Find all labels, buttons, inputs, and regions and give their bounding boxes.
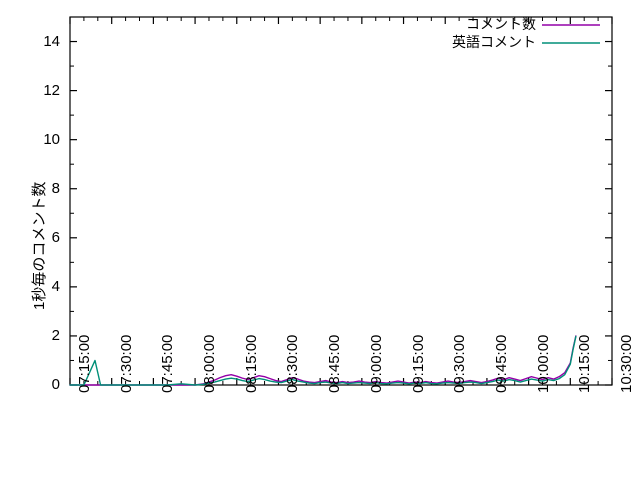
x-tick-label: 09:15:00 — [409, 334, 427, 393]
x-tick-label: 08:15:00 — [242, 334, 260, 393]
y-tick-label: 6 — [51, 228, 60, 246]
x-tick-label: 08:30:00 — [284, 334, 302, 393]
x-tick-label: 10:30:00 — [618, 334, 635, 393]
x-tick-label: 07:15:00 — [76, 334, 93, 393]
y-tick-label: 10 — [43, 130, 60, 148]
x-tick-label: 09:30:00 — [451, 334, 469, 393]
x-tick-label: 09:00:00 — [367, 334, 385, 393]
x-tick-label: 08:45:00 — [326, 334, 344, 393]
y-tick-label: 14 — [43, 32, 60, 50]
x-tick-label: 07:30:00 — [117, 334, 135, 393]
x-tick-label: 10:00:00 — [534, 334, 552, 393]
x-tick-label: 09:45:00 — [492, 334, 510, 393]
plot-series — [69, 335, 577, 386]
x-tick-label: 07:45:00 — [159, 334, 177, 393]
x-tick-label: 10:15:00 — [576, 334, 594, 393]
y-tick-label: 12 — [43, 81, 60, 99]
y-tick-label: 8 — [51, 179, 60, 197]
plot-axes — [69, 16, 613, 386]
x-tick-label: 08:00:00 — [201, 334, 219, 393]
y-tick-label: 4 — [51, 277, 60, 295]
legend-sample-lines — [542, 24, 600, 44]
legend-label-1: コメント数 — [466, 16, 536, 32]
legend-label-2: 英語コメント — [452, 34, 536, 50]
y-tick-label: 0 — [51, 376, 60, 393]
y-tick-label: 2 — [51, 326, 60, 344]
